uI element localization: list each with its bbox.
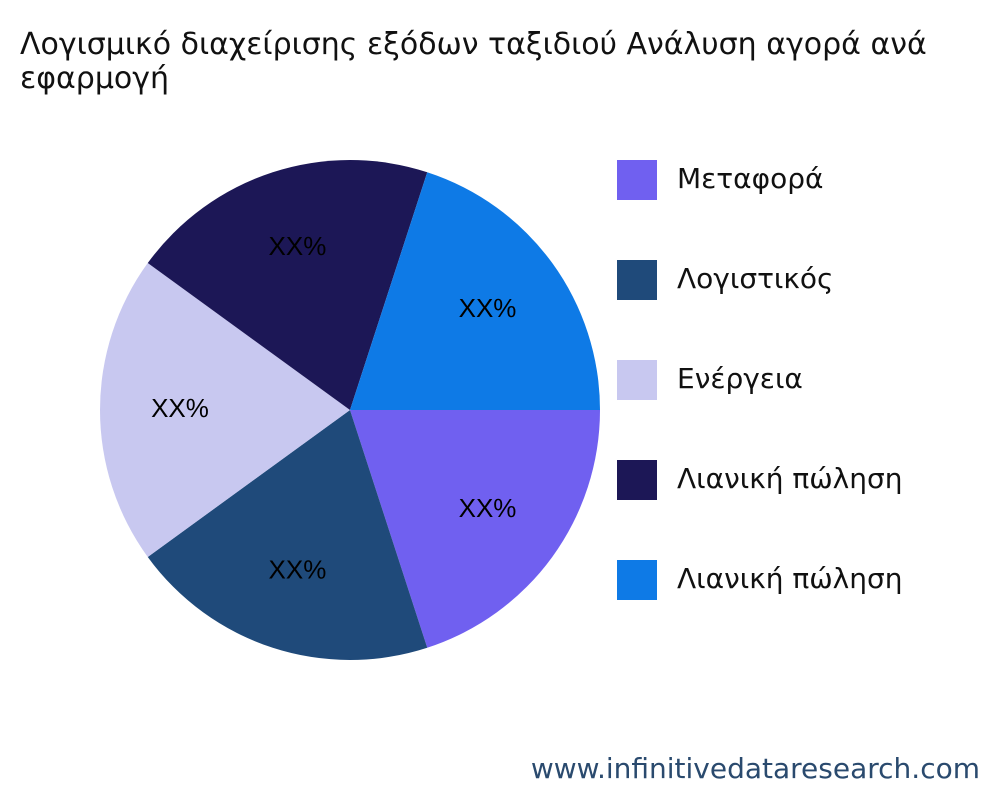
legend-label: Ενέργεια bbox=[677, 362, 803, 395]
pie-slice bbox=[350, 172, 600, 410]
legend-label: Λογιστικός bbox=[677, 262, 833, 295]
legend-label: Μεταφορά bbox=[677, 162, 823, 195]
legend-label: Λιανική πώληση bbox=[677, 462, 902, 495]
pie-slice bbox=[350, 410, 600, 648]
legend-swatch bbox=[617, 360, 657, 400]
source: www.infinitivedataresearch.com bbox=[530, 752, 980, 785]
data-label: XX% bbox=[269, 231, 327, 261]
data-label: XX% bbox=[269, 555, 327, 585]
legend-swatch bbox=[617, 160, 657, 200]
data-label: XX% bbox=[151, 393, 209, 423]
legend-swatch bbox=[617, 260, 657, 300]
pie-slice bbox=[147, 410, 428, 660]
pie-slice bbox=[147, 160, 428, 410]
legend-label: Λιανική πώληση bbox=[677, 562, 902, 595]
chart-title: Λογισμικό διαχείρισης εξόδων ταξιδιού Αν… bbox=[20, 28, 927, 96]
data-label: XX% bbox=[459, 493, 517, 523]
legend-swatch bbox=[617, 560, 657, 600]
data-label: XX% bbox=[459, 293, 517, 323]
pie-slice bbox=[100, 263, 350, 557]
legend-swatch bbox=[617, 460, 657, 500]
